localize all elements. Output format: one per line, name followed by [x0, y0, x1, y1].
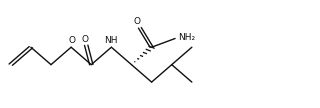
- Text: NH₂: NH₂: [179, 33, 196, 42]
- Text: O: O: [81, 35, 88, 44]
- Text: O: O: [133, 17, 140, 26]
- Text: O: O: [68, 36, 75, 45]
- Text: NH: NH: [105, 36, 118, 45]
